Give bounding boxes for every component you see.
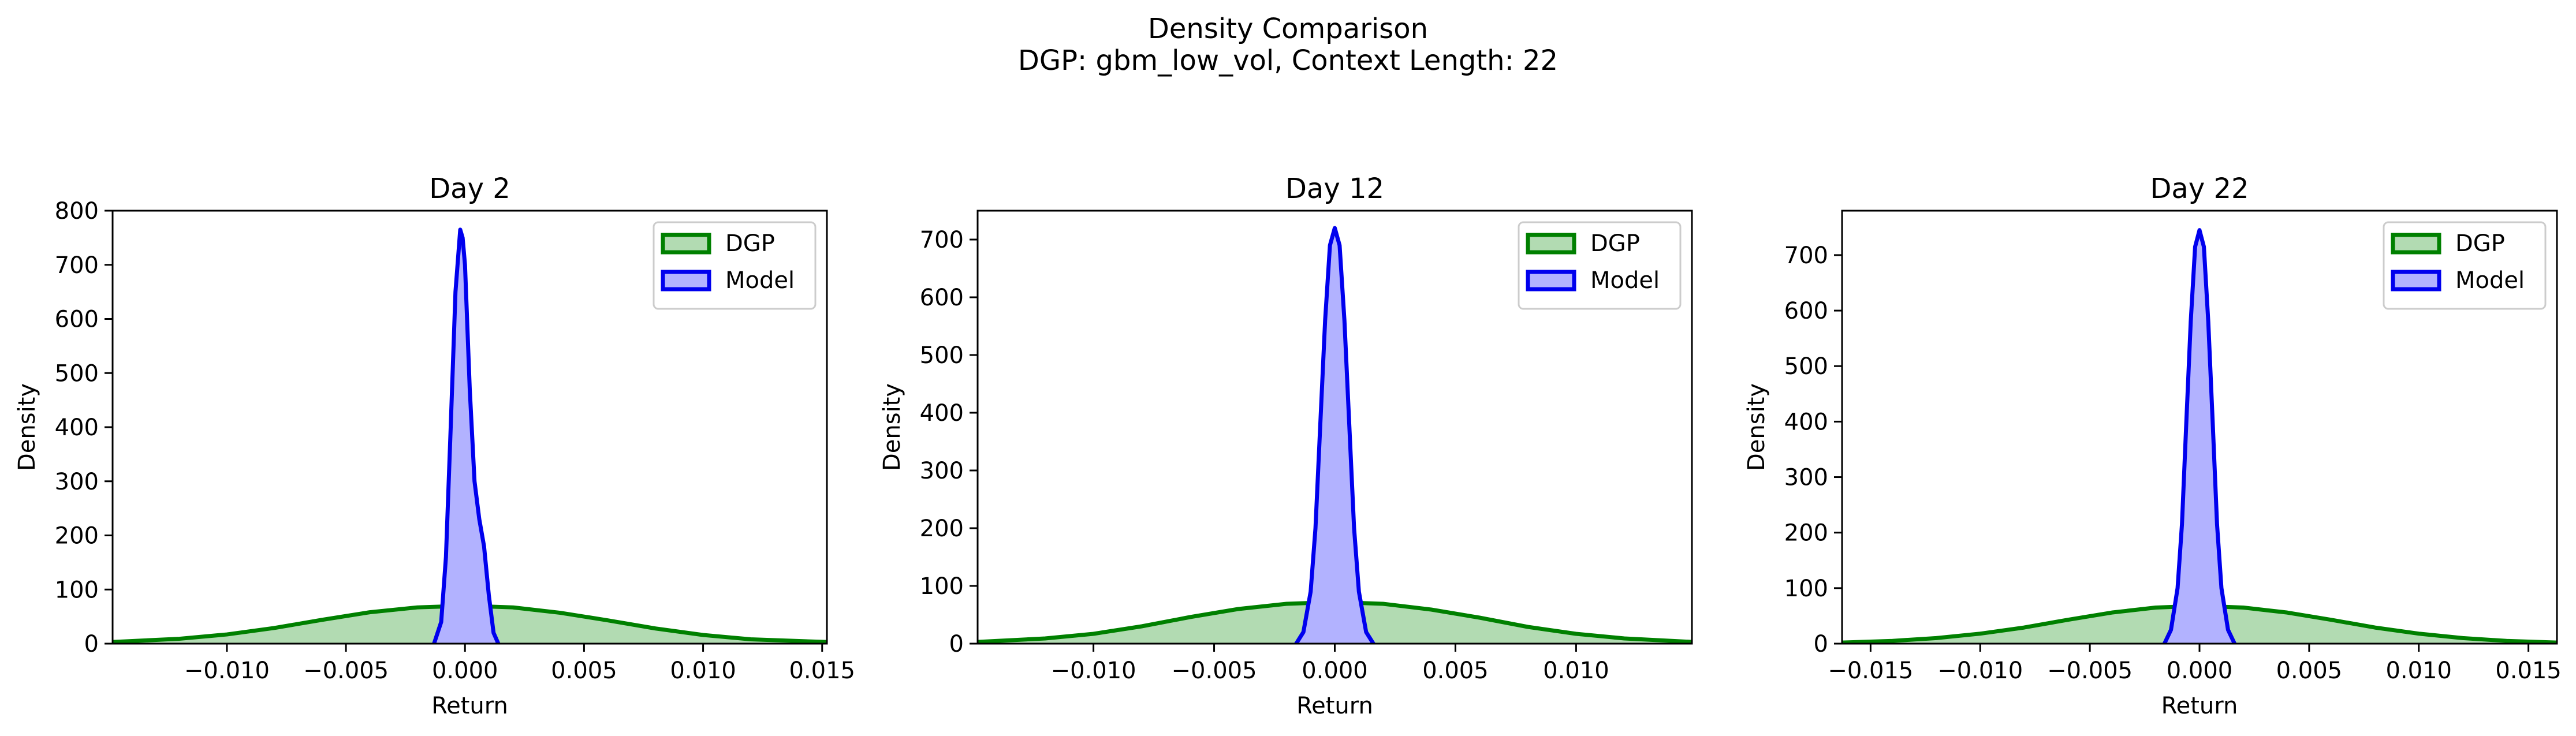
y-tick-label: 100 [920, 573, 964, 600]
y-tick-label: 700 [920, 227, 964, 253]
figure-subtitle: DGP: gbm_low_vol, Context Length: 22 [1017, 44, 1559, 77]
x-tick-label: −0.010 [184, 657, 270, 684]
y-tick-label: 200 [1784, 520, 1828, 547]
x-tick-label: 0.005 [2276, 657, 2343, 684]
subplot-2: −0.010 −0.005 0.000 0.005 0.010 0 100 200 300 400… [879, 173, 1693, 719]
y-tick-label: 300 [1784, 465, 1828, 491]
y-tick-label: 200 [55, 523, 99, 550]
series-line-model [1294, 226, 1375, 644]
legend-swatch-model [661, 270, 711, 292]
x-tick-label: 0.010 [670, 657, 736, 684]
legend-label-model: Model [2455, 267, 2525, 294]
y-tick-label: 500 [55, 360, 99, 387]
x-tick-label: 0.000 [432, 657, 498, 684]
x-tick-label: −0.005 [2047, 657, 2133, 684]
x-tick-label: −0.010 [1937, 657, 2023, 684]
x-tick-label: 0.010 [2385, 657, 2452, 684]
legend-swatch-dgp [661, 233, 711, 255]
legend-label-dgp: DGP [1590, 230, 1640, 257]
series-line-model [2162, 228, 2237, 644]
plot-area [978, 226, 1692, 644]
series-fill-model [2164, 230, 2235, 644]
plot-area [1842, 228, 2557, 644]
y-tick-label: 400 [920, 400, 964, 427]
y-tick-label: 700 [1784, 242, 1828, 269]
x-tick-label: 0.010 [1543, 657, 1609, 684]
subplot-1: −0.010 −0.005 0.000 0.005 0.010 0.015 0 100 200 3… [14, 173, 855, 719]
y-tick-label: 300 [55, 469, 99, 495]
subplot-title: Day 2 [429, 173, 510, 205]
x-axis-label: Return [431, 693, 508, 719]
y-tick-label: 400 [55, 414, 99, 441]
legend-swatch-model [2391, 270, 2441, 292]
y-tick-label: 500 [920, 342, 964, 369]
series-fill-model [1296, 228, 1374, 644]
x-axis-label: Return [2161, 693, 2238, 719]
figure-title: Density Comparison [1147, 13, 1429, 45]
legend: DGP Model [653, 221, 817, 310]
y-tick-label: 400 [1784, 409, 1828, 435]
legend-label-dgp: DGP [2455, 230, 2505, 257]
y-tick-label: 600 [1784, 298, 1828, 324]
y-axis-label: Density [879, 383, 905, 471]
subplot-3: −0.015 −0.010 −0.005 0.000 0.005 0.010 0.015 0 1… [1743, 173, 2562, 719]
y-tick-label: 100 [1784, 576, 1828, 602]
legend: DGP Model [1518, 221, 1682, 310]
y-tick-label: 600 [920, 285, 964, 311]
legend-swatch-dgp [1526, 233, 1576, 255]
legend-swatch-model [1526, 270, 1576, 292]
x-tick-label: −0.015 [1828, 657, 1913, 684]
series-line-model [432, 227, 501, 644]
plot-area [113, 227, 827, 644]
x-tick-label: 0.015 [789, 657, 855, 684]
y-tick-label: 100 [55, 577, 99, 603]
legend-label-model: Model [725, 267, 795, 294]
y-tick-label: 0 [1814, 631, 1828, 657]
legend-label-model: Model [1590, 267, 1660, 294]
y-tick-label: 700 [55, 252, 99, 279]
y-tick-label: 300 [920, 458, 964, 484]
y-axis-label: Density [1743, 383, 1770, 471]
y-tick-label: 600 [55, 307, 99, 333]
subplot-title: Day 22 [2150, 173, 2249, 205]
legend-label-dgp: DGP [725, 230, 775, 257]
x-tick-label: 0.005 [1422, 657, 1489, 684]
x-tick-label: −0.005 [303, 657, 389, 684]
legend-swatch-dgp [2391, 233, 2441, 255]
x-tick-label: 0.015 [2495, 657, 2562, 684]
y-tick-label: 0 [949, 631, 964, 657]
y-tick-label: 0 [84, 631, 99, 657]
y-tick-label: 800 [55, 198, 99, 225]
x-tick-label: 0.000 [2167, 657, 2233, 684]
x-tick-label: 0.005 [551, 657, 617, 684]
legend: DGP Model [2383, 221, 2547, 310]
y-tick-label: 200 [920, 515, 964, 542]
x-tick-label: −0.010 [1051, 657, 1136, 684]
subplot-title: Day 12 [1285, 173, 1384, 205]
y-tick-label: 500 [1784, 353, 1828, 380]
x-tick-label: 0.000 [1302, 657, 1368, 684]
x-tick-label: −0.005 [1172, 657, 1257, 684]
y-axis-label: Density [14, 383, 40, 471]
x-axis-label: Return [1296, 693, 1373, 719]
